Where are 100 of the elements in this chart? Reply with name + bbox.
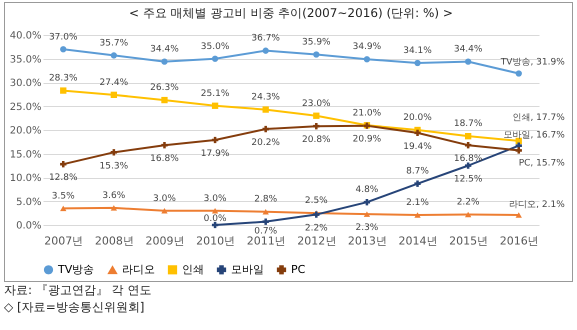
data-label: PC, 15.7%: [518, 158, 566, 168]
data-label: 2.3%: [355, 223, 379, 234]
x-tick-label: 2007년: [44, 234, 84, 248]
point: [414, 60, 421, 66]
point: [414, 180, 421, 187]
data-label: 35.9%: [302, 37, 332, 48]
data-label: 3.5%: [52, 191, 76, 202]
x-tick-label: 2010년: [196, 234, 236, 248]
point: [464, 162, 472, 169]
data-label: 25.1%: [200, 88, 230, 99]
point: [262, 218, 269, 225]
legend-label: TV방송: [57, 262, 94, 276]
point: [110, 92, 118, 98]
chart-title: < 주요 매체별 광고비 비중 추이(2007~2016) (단위: %) >: [129, 6, 453, 20]
point: [262, 106, 269, 113]
point: [414, 212, 421, 218]
point: [60, 206, 66, 212]
x-tick-label: 2014년: [398, 234, 438, 248]
legend-label: 인쇄: [182, 262, 204, 276]
data-label: 27.4%: [100, 78, 129, 88]
point: [414, 130, 421, 136]
data-label: 34.4%: [454, 44, 483, 55]
x-tick-label: 2011년: [246, 234, 286, 248]
x-tick-label: 2016년: [500, 234, 539, 248]
data-label: 35.0%: [200, 42, 230, 52]
text: ◇ [자료=방송통신위원회]: [3, 299, 146, 316]
data-label: 3.0%: [153, 194, 176, 204]
data-label: 20.9%: [352, 134, 382, 145]
data-label: 34.1%: [403, 46, 432, 56]
point: [516, 147, 522, 154]
point: [262, 126, 269, 132]
y-tick-label: 20.0%: [10, 126, 42, 136]
point: [60, 46, 66, 52]
point: [313, 112, 320, 119]
point: [364, 56, 370, 62]
point: [464, 58, 472, 65]
data-label: 12.8%: [48, 173, 78, 184]
data-label: 23.0%: [302, 98, 332, 109]
data-label: 2.2%: [456, 198, 480, 208]
data-label: 4.8%: [355, 185, 379, 196]
data-label: 2.2%: [304, 224, 328, 234]
data-label: 8.7%: [406, 166, 430, 177]
y-tick-label: 40.0%: [10, 30, 42, 42]
data-label: 인쇄, 17.7%: [512, 112, 566, 123]
y-tick-label: 35.0%: [10, 54, 42, 66]
data-label: 3.6%: [102, 190, 126, 201]
point: [161, 58, 168, 65]
data-label: 12.5%: [454, 174, 483, 185]
legend-label: 라디오: [122, 263, 155, 276]
point: [110, 52, 118, 59]
legend-label: 모바일: [231, 262, 264, 276]
data-label: 37.0%: [48, 32, 78, 42]
point: [110, 149, 118, 156]
data-label: 24.3%: [251, 92, 280, 103]
x-tick-label: 2008년: [94, 234, 134, 248]
y-tick-label: 0.0%: [16, 220, 42, 232]
data-label: 2.8%: [254, 194, 278, 205]
x-tick-label: 2009년: [145, 234, 184, 248]
data-label: 3.0%: [204, 194, 227, 204]
y-tick-label: 5.0%: [16, 196, 42, 208]
point: [212, 136, 218, 144]
data-label: 모바일, 16.7%: [503, 130, 566, 141]
data-label: 35.7%: [100, 38, 129, 48]
data-label: 34.9%: [352, 42, 382, 52]
y-tick-label: 25.0%: [10, 102, 42, 113]
data-label: TV방송, 31.9%: [500, 57, 566, 68]
point: [262, 48, 269, 54]
point: [212, 56, 218, 62]
point: [516, 212, 522, 218]
point: [60, 161, 66, 168]
x-tick-label: 2012년: [297, 234, 336, 248]
point: [161, 96, 168, 104]
point: [161, 142, 168, 148]
point: [161, 208, 168, 214]
point: [464, 133, 472, 140]
point: [110, 205, 118, 211]
point: [60, 87, 66, 94]
data-label: 16.8%: [454, 154, 483, 164]
data-label: 2.5%: [304, 196, 328, 206]
point: [464, 142, 472, 148]
point: [516, 70, 522, 77]
y-tick-label: 10.0%: [10, 173, 42, 184]
point: [262, 208, 269, 214]
data-label: 15.3%: [100, 161, 129, 172]
data-label: 20.0%: [403, 113, 432, 123]
data-label: 17.9%: [200, 148, 230, 159]
data-label: 26.3%: [150, 83, 180, 94]
text: 자료: 『광고연감』 각 연도: [3, 282, 152, 299]
point: [212, 208, 218, 214]
point: [313, 51, 320, 58]
data-label: 0.0%: [204, 214, 227, 224]
data-label: 28.3%: [48, 74, 78, 84]
y-tick-label: 30.0%: [10, 78, 42, 89]
data-label: 라디오, 2.1%: [509, 200, 566, 210]
data-label: 36.7%: [251, 34, 280, 44]
point: [364, 199, 370, 206]
legend-label: PC: [291, 262, 306, 276]
data-label: 16.8%: [150, 154, 180, 164]
point: [212, 222, 218, 228]
data-label: 0.7%: [254, 226, 278, 237]
